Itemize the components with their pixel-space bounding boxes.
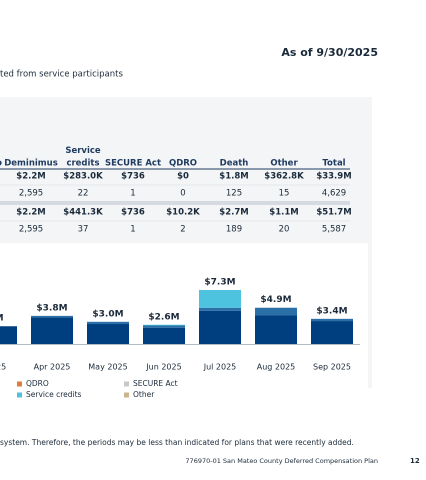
- table-cell: $441.3K: [63, 208, 103, 218]
- x-tick-label: Aug 2025: [257, 363, 296, 372]
- column-header: Total: [322, 159, 345, 169]
- bar-segment: [199, 289, 241, 308]
- subtitle: ted from service participants: [0, 70, 123, 80]
- table-cell: $0: [177, 172, 189, 182]
- table-cell: 15: [279, 189, 290, 199]
- table-cell: $10.2K: [166, 208, 200, 218]
- table-cell: 125: [226, 189, 242, 199]
- bar-segment: [143, 324, 185, 326]
- table-cell: $362.8K: [264, 172, 304, 182]
- page-number: 12: [410, 457, 420, 465]
- bar-segment: [0, 326, 17, 344]
- column-header: Deminimus: [4, 159, 58, 169]
- total-label: $4.9M: [260, 295, 291, 305]
- column-header: Death: [220, 159, 249, 169]
- column-header: Service: [65, 146, 101, 156]
- legend-label: QDRO: [26, 379, 49, 388]
- total-label: $2.6M: [148, 312, 179, 322]
- bar-segment: [199, 310, 241, 344]
- table-cell: 5,587: [322, 225, 346, 235]
- x-tick-label: Sep 2025: [313, 363, 351, 372]
- table-cell: $1.1M: [269, 208, 298, 218]
- table-cell: 2: [180, 225, 185, 235]
- x-tick-label: Jun 2025: [145, 363, 181, 372]
- legend-swatch: [17, 381, 22, 387]
- table-cell: 2,595: [19, 189, 43, 199]
- footer-doc: 776970-01 San Mateo County Deferred Comp…: [185, 457, 378, 465]
- bar-segment: [199, 307, 241, 311]
- table-cell: 1: [130, 189, 135, 199]
- bar-segment: [311, 318, 353, 322]
- column-header: SECURE Act: [105, 159, 161, 169]
- bar-segment: [87, 321, 129, 325]
- legend-swatch: [124, 381, 129, 387]
- bar-segment: [255, 315, 297, 344]
- x-tick-label: Apr 2025: [34, 363, 71, 372]
- table-cell: 20: [279, 225, 290, 235]
- bar-segment: [143, 327, 185, 344]
- column-header: credits: [66, 159, 99, 169]
- x-tick-label: May 2025: [88, 363, 127, 372]
- x-tick-label: 2025: [0, 363, 6, 372]
- table-cell: $2.2M: [16, 172, 45, 182]
- legend-swatch: [124, 392, 129, 398]
- table-cell: 0: [180, 189, 185, 199]
- bar-segment: [31, 317, 73, 344]
- column-header: Other: [270, 159, 298, 169]
- bar-segment: [255, 307, 297, 316]
- total-label: $3.4M: [316, 306, 347, 316]
- total-label: $3.8M: [36, 303, 67, 313]
- legend-swatch: [17, 392, 22, 398]
- table-cell: $2.7M: [219, 208, 248, 218]
- as-of: As of 9/30/2025: [281, 46, 378, 59]
- footer-note: system. Therefore, the periods may be le…: [0, 438, 354, 447]
- table-cell: $1.8M: [219, 172, 248, 182]
- bar-segment: [31, 315, 73, 318]
- bar-segment: [311, 321, 353, 344]
- legend-label: SECURE Act: [133, 379, 178, 388]
- table-cell: 2,595: [19, 225, 43, 235]
- x-tick-label: Jul 2025: [203, 363, 237, 372]
- bar-segment: [87, 324, 129, 344]
- column-header: o: [0, 159, 2, 169]
- column-header: QDRO: [169, 159, 197, 169]
- table-cell: 1: [130, 225, 135, 235]
- table-cell: 22: [78, 189, 89, 199]
- table-cell: $2.2M: [16, 208, 45, 218]
- table-cell: 189: [226, 225, 242, 235]
- total-label: $3.0M: [92, 309, 123, 319]
- bar-segment: [143, 325, 185, 328]
- chart-area: [0, 243, 368, 388]
- table-cell: $736: [121, 208, 145, 218]
- legend-label: Other: [133, 390, 155, 399]
- table-cell: $283.0K: [63, 172, 103, 182]
- table-cell: $736: [121, 172, 145, 182]
- table-cell: $51.7M: [316, 208, 351, 218]
- table-cell: $33.9M: [316, 172, 351, 182]
- legend-label: Service credits: [26, 390, 82, 399]
- total-label: $7.3M: [204, 277, 235, 287]
- table-cell: 37: [78, 225, 89, 235]
- table-cell: 4,629: [322, 189, 346, 199]
- total-label: 4M: [0, 314, 4, 324]
